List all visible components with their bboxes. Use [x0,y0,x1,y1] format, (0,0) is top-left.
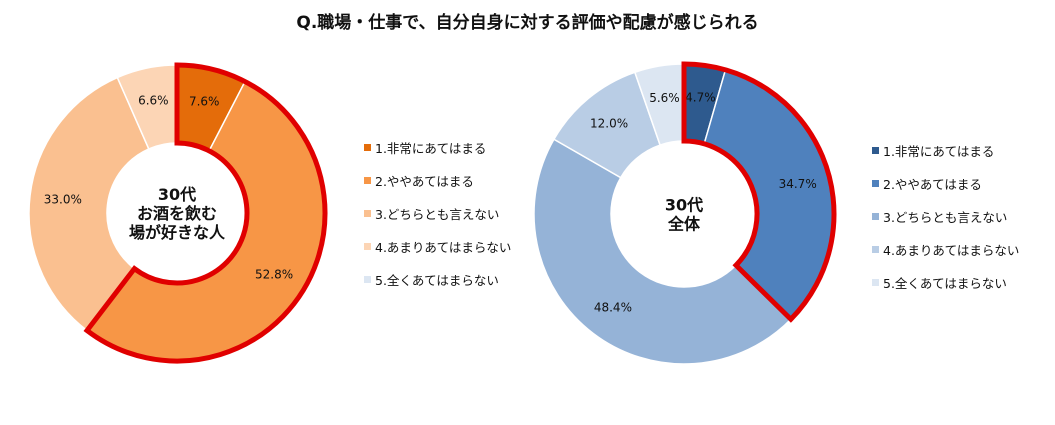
slice-value-label: 52.8% [255,268,293,282]
legend-swatch [872,213,879,220]
legend-label: 1.非常にあてはまる [375,141,487,156]
legend-item: 5.全くあてはまらない [364,263,511,296]
slice-value-label: 5.6% [649,91,680,105]
legend-item: 5.全くあてはまらない [872,266,1019,299]
slice-value-label: 12.0% [590,116,628,130]
center-label-line: 全体 [667,215,701,234]
center-label-line: お酒を飲む [137,204,217,223]
legend-item: 3.どちらとも言えない [872,200,1019,233]
legend-swatch [364,177,371,184]
legend-label: 4.あまりあてはまらない [375,240,512,255]
legend-drinkers: 1.非常にあてはまる 2.ややあてはまる 3.どちらとも言えない 4.あまりあてはまら… [364,131,511,296]
legend-label: 3.どちらとも言えない [883,210,1008,225]
slice-value-label: 34.7% [779,177,817,191]
legend-item: 1.非常にあてはまる [872,134,1019,167]
legend-item: 3.どちらとも言えない [364,197,511,230]
legend-swatch [872,279,879,286]
chart-title: Q.職場・仕事で、自分自身に対する評価や配慮が感じられる [296,13,759,33]
legend-swatch [872,246,879,253]
legend-label: 5.全くあてはまらない [375,273,499,288]
slice-value-label: 48.4% [594,301,632,315]
legend-item: 2.ややあてはまる [872,167,1019,200]
legend-label: 4.あまりあてはまらない [883,243,1020,258]
highlight-outline [681,61,837,323]
legend-item: 2.ややあてはまる [364,164,511,197]
donut-slice-3 [533,138,792,365]
highlight-outline [83,62,328,364]
donut-slice-3 [28,76,150,332]
slice-value-label: 7.6% [189,94,220,108]
center-label-line: 30代 [665,196,703,215]
legend-swatch [872,180,879,187]
legend-swatch [872,147,879,154]
legend-label: 2.ややあてはまる [883,177,982,192]
slice-value-label: 33.0% [44,192,82,206]
legend-item: 4.あまりあてはまらない [364,230,511,263]
legend-swatch [364,243,371,250]
legend-label: 3.どちらとも言えない [375,207,500,222]
legend-item: 4.あまりあてはまらない [872,233,1019,266]
legend-swatch [364,210,371,217]
legend-label: 1.非常にあてはまる [883,144,995,159]
slice-value-label: 6.6% [138,93,169,107]
center-label-line: 場が好きな人 [129,223,226,242]
legend-label: 2.ややあてはまる [375,174,474,189]
center-label-line: 30代 [158,185,196,204]
legend-swatch [364,144,371,151]
legend-swatch [364,276,371,283]
legend-item: 1.非常にあてはまる [364,131,511,164]
legend-overall: 1.非常にあてはまる 2.ややあてはまる 3.どちらとも言えない 4.あまりあてはまら… [872,134,1019,299]
slice-value-label: 4.7% [685,91,716,105]
legend-label: 5.全くあてはまらない [883,276,1007,291]
